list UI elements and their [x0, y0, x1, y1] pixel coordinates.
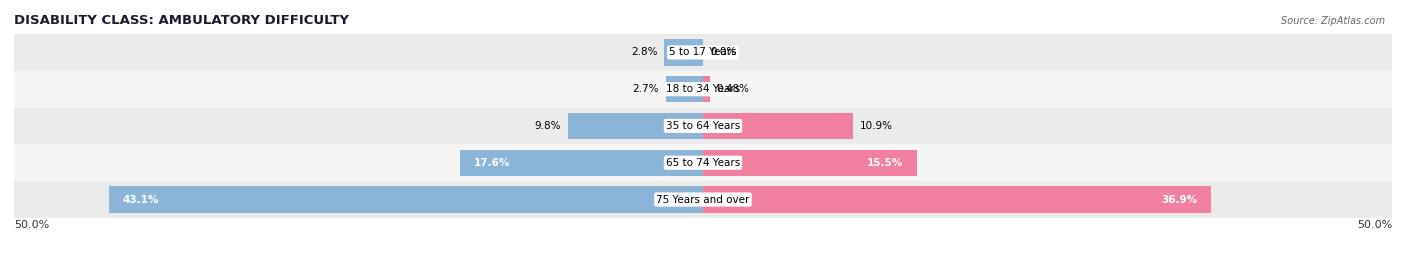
Text: Source: ZipAtlas.com: Source: ZipAtlas.com [1281, 16, 1385, 26]
Text: 18 to 34 Years: 18 to 34 Years [666, 84, 740, 94]
Text: 50.0%: 50.0% [1357, 220, 1392, 230]
Bar [461, 150, 703, 176]
Bar [703, 113, 853, 139]
Text: 35 to 64 Years: 35 to 64 Years [666, 121, 740, 131]
Bar [703, 150, 917, 176]
Text: 9.8%: 9.8% [534, 121, 561, 131]
Bar [14, 144, 1392, 181]
Text: 0.0%: 0.0% [710, 47, 737, 57]
Bar [14, 107, 1392, 144]
Bar [14, 34, 1392, 71]
Text: 43.1%: 43.1% [122, 195, 159, 204]
Bar [110, 186, 703, 213]
Text: 5 to 17 Years: 5 to 17 Years [669, 47, 737, 57]
Text: 2.8%: 2.8% [631, 47, 658, 57]
Text: DISABILITY CLASS: AMBULATORY DIFFICULTY: DISABILITY CLASS: AMBULATORY DIFFICULTY [14, 14, 349, 27]
Bar [14, 181, 1392, 218]
Text: 17.6%: 17.6% [474, 158, 510, 168]
Bar [665, 39, 703, 66]
Text: 36.9%: 36.9% [1161, 195, 1198, 204]
Text: 2.7%: 2.7% [633, 84, 659, 94]
Text: 10.9%: 10.9% [860, 121, 893, 131]
Bar [703, 76, 710, 102]
Text: 75 Years and over: 75 Years and over [657, 195, 749, 204]
Text: 15.5%: 15.5% [866, 158, 903, 168]
Text: 65 to 74 Years: 65 to 74 Years [666, 158, 740, 168]
Text: 50.0%: 50.0% [14, 220, 49, 230]
Text: 0.48%: 0.48% [717, 84, 749, 94]
Bar [666, 76, 703, 102]
Bar [568, 113, 703, 139]
Bar [703, 186, 1212, 213]
Bar [14, 71, 1392, 107]
